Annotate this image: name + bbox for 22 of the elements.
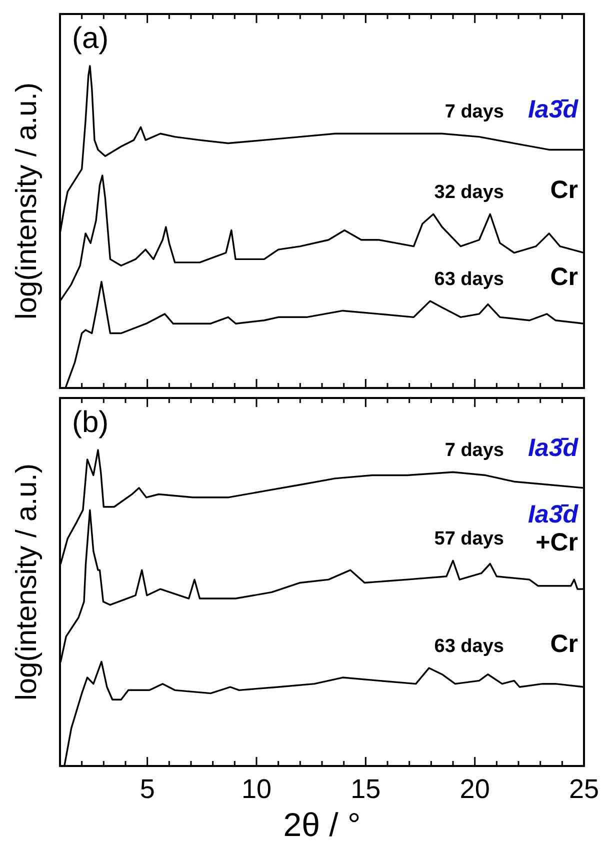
x-tick-label: 5: [140, 774, 155, 804]
annotation: Ia3̄d: [528, 434, 579, 462]
annotation: Cr: [550, 630, 578, 658]
x-tick-label: 10: [241, 774, 272, 804]
annotation: Cr: [550, 263, 578, 292]
series-label: 7 days: [444, 102, 504, 123]
series-label: 57 days: [434, 528, 504, 550]
annotation: Ia3̄d +Cr: [528, 500, 579, 557]
x-tick-label: 15: [350, 774, 381, 804]
y-axis-title: log(intensity / a.u.): [11, 464, 43, 700]
series-label: 63 days: [434, 636, 504, 658]
text: (a): [72, 22, 109, 55]
y-axis-title: log(intensity / a.u.): [11, 82, 43, 320]
x-tick-label: 25: [568, 774, 600, 804]
series-label: 7 days: [444, 440, 504, 462]
x-axis-title: 2θ / °: [283, 806, 361, 843]
x-tick-label: 20: [460, 774, 490, 804]
series-label: 63 days: [434, 269, 504, 290]
annotation: Cr: [550, 176, 578, 204]
annotation: Ia3̄d: [528, 96, 579, 124]
series-label: 32 days: [434, 182, 504, 204]
text: (b): [72, 406, 109, 439]
